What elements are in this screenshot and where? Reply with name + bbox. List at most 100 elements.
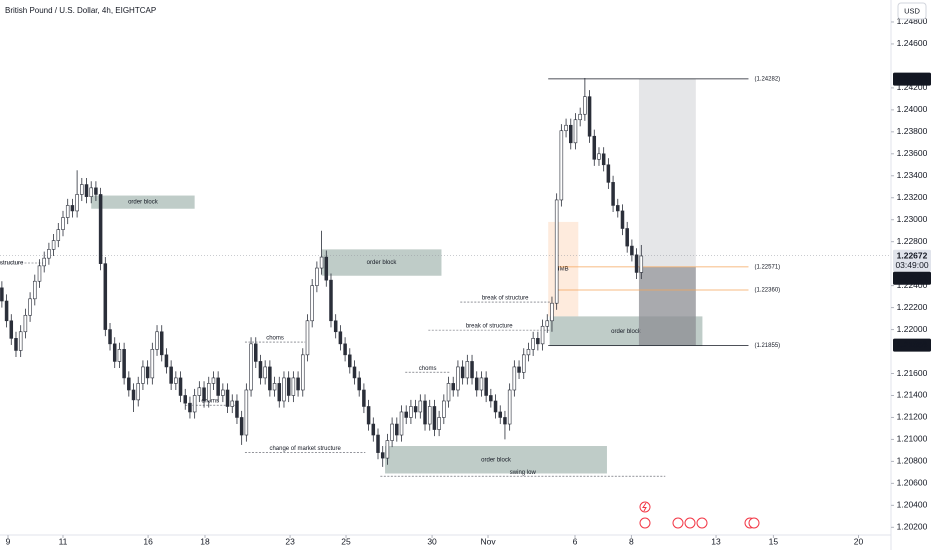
candle-body	[249, 343, 253, 391]
event-icon[interactable]	[748, 517, 760, 529]
plot-area: IMB order block order block order block orde…	[0, 76, 890, 477]
candle-body	[484, 377, 488, 396]
axes: 1.20200 1.20400 1.20600 1.20800 1.21000 1.212…	[6, 16, 931, 546]
candle-body	[526, 349, 531, 356]
candle-body	[75, 194, 79, 212]
x-tick-label: 6	[573, 536, 578, 546]
candle-body	[512, 366, 517, 391]
candle-body	[89, 187, 93, 197]
y-tick-label: 1.21000	[897, 434, 928, 444]
candle-body	[291, 377, 296, 396]
candle-body	[630, 245, 634, 256]
order-block-label: order block	[611, 329, 642, 335]
x-tick-label: 18	[200, 536, 210, 546]
candle-body	[639, 255, 644, 273]
candle-body	[423, 400, 427, 425]
candle-body	[371, 423, 376, 436]
y-tick-label: 1.21400	[897, 390, 928, 400]
note-label: change of market structure	[269, 446, 341, 452]
candle-body	[442, 400, 446, 418]
candle-body	[235, 400, 239, 418]
price-countdown: 03:49:00	[895, 260, 928, 270]
candle-body	[33, 280, 37, 300]
y-tick-label: 1.20600	[897, 478, 928, 488]
event-icon[interactable]	[672, 517, 684, 529]
price-label: 1.24280	[897, 73, 928, 83]
price-label: 1.21858	[897, 339, 928, 349]
candle-body	[150, 349, 155, 379]
candle-body	[592, 135, 597, 160]
candle-body	[159, 331, 164, 356]
price-label-box	[893, 72, 931, 86]
candle-body	[498, 411, 503, 418]
candle-body	[254, 343, 258, 362]
event-icon[interactable]	[696, 517, 708, 529]
candle-body	[418, 400, 423, 413]
candle-body	[225, 389, 230, 407]
note-label: break of structure	[482, 296, 529, 302]
candle-body	[569, 124, 573, 144]
x-tick-label: 9	[6, 536, 11, 546]
y-tick-label: 1.24600	[897, 38, 928, 48]
candle-body	[587, 96, 592, 137]
candle-body	[272, 383, 277, 391]
candle-body	[315, 267, 319, 286]
order-block-label: order block	[481, 457, 512, 463]
candle-body	[536, 338, 540, 345]
candle-body	[352, 366, 357, 379]
order-block	[385, 446, 607, 474]
candle-body	[507, 389, 512, 425]
candle-body	[310, 285, 314, 322]
candle-body	[216, 377, 220, 396]
candle-body	[338, 331, 343, 345]
candle-body	[94, 187, 98, 195]
x-tick-label: Nov	[480, 536, 496, 546]
candle-body	[385, 440, 390, 459]
y-tick-label: 1.23800	[897, 126, 928, 136]
x-tick-label: 25	[341, 536, 351, 546]
note-label: choms	[201, 399, 219, 405]
candle-body	[221, 389, 225, 396]
y-tick-label: 1.24800	[897, 16, 928, 26]
candle-body	[470, 361, 474, 379]
candle-body	[0, 287, 4, 302]
candle-body	[141, 366, 145, 384]
candle-body	[456, 366, 460, 391]
y-tick-label: 1.24200	[897, 82, 928, 92]
candle-body	[178, 377, 183, 396]
candle-body	[620, 210, 625, 229]
event-icon[interactable]	[684, 517, 696, 529]
note-label: choms	[266, 336, 284, 342]
candle-body	[451, 383, 455, 391]
candle-body	[286, 377, 291, 396]
currency-button[interactable]	[897, 2, 927, 20]
stop-zone	[638, 267, 696, 346]
x-tick-label: 20	[854, 536, 864, 546]
candle-body	[188, 402, 192, 413]
y-tick-label: 1.23000	[897, 214, 928, 224]
currency-label[interactable]: USD	[904, 6, 920, 15]
candle-body	[333, 320, 338, 333]
y-tick-label: 1.23400	[897, 170, 928, 180]
event-icon[interactable]	[639, 517, 651, 529]
candle-body	[155, 331, 159, 350]
price-label: 1.22569	[897, 272, 928, 282]
candle-body	[395, 423, 399, 436]
candle-body	[9, 320, 14, 339]
events[interactable]	[639, 501, 760, 529]
candle-body	[380, 452, 385, 459]
candle-body	[244, 389, 249, 436]
candle-body	[432, 406, 437, 430]
order-block	[321, 249, 442, 276]
lightning	[642, 502, 647, 512]
y-tick-label: 1.20800	[897, 456, 928, 466]
candle-body	[545, 320, 550, 327]
candle-body	[51, 240, 56, 250]
candle-body	[437, 417, 441, 430]
x-tick-label: 13	[711, 536, 721, 546]
candle-body	[202, 387, 206, 402]
candle-body	[376, 434, 380, 453]
imbalance-box	[548, 221, 579, 317]
candle-body	[37, 265, 42, 282]
